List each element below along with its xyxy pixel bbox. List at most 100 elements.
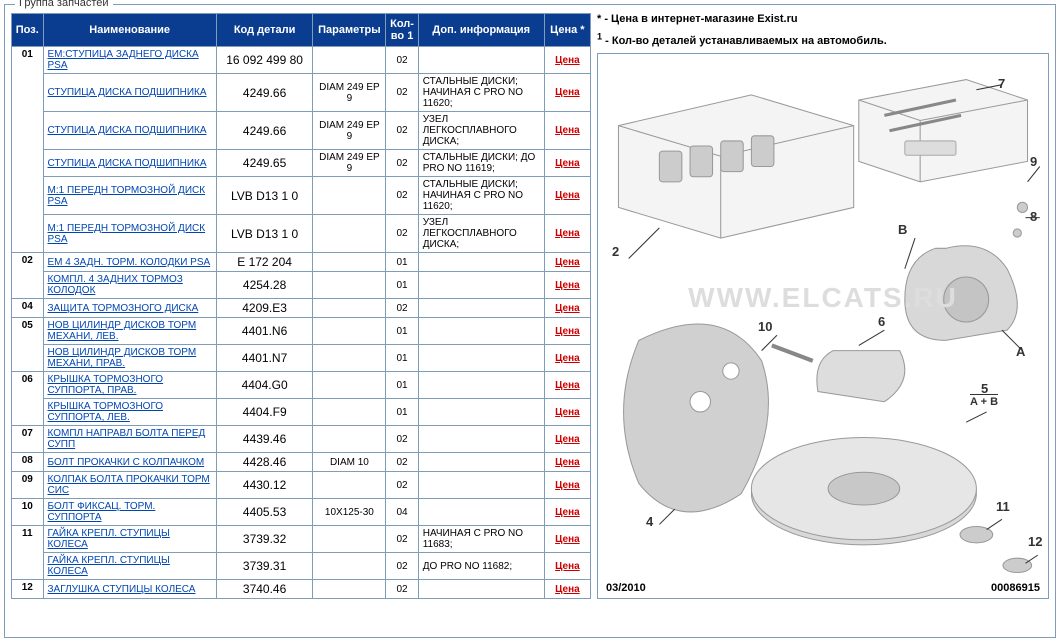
cell-name-link[interactable]: КРЫШКА ТОРМОЗНОГО СУППОРТА, ПРАВ. bbox=[43, 372, 216, 399]
cell-name-link[interactable]: КОМПЛ. 4 ЗАДНИХ ТОРМОЗ КОЛОДОК bbox=[43, 272, 216, 299]
table-row: НОВ ЦИЛИНДР ДИСКОВ ТОРМ МЕХАНИ, ПРАВ.440… bbox=[12, 345, 591, 372]
cell-code: 3739.32 bbox=[216, 526, 313, 553]
cell-name-link[interactable]: КРЫШКА ТОРМОЗНОГО СУППОРТА, ЛЕВ. bbox=[43, 399, 216, 426]
table-row: СТУПИЦА ДИСКА ПОДШИПНИКА4249.66DIAM 249 … bbox=[12, 74, 591, 112]
cell-code: 4404.G0 bbox=[216, 372, 313, 399]
cell-name-link[interactable]: СТУПИЦА ДИСКА ПОДШИПНИКА bbox=[43, 150, 216, 177]
cell-info bbox=[418, 47, 544, 74]
th-qty: Кол-во 1 bbox=[386, 14, 418, 47]
table-row: КОМПЛ. 4 ЗАДНИХ ТОРМОЗ КОЛОДОК4254.2801Ц… bbox=[12, 272, 591, 299]
cell-name-link[interactable]: М:1 ПЕРЕДН ТОРМОЗНОЙ ДИСК PSA bbox=[43, 215, 216, 253]
diag-label-10: 10 bbox=[758, 319, 772, 334]
layout: Поз. Наименование Код детали Параметры К… bbox=[11, 13, 1049, 631]
cell-code: 4249.66 bbox=[216, 112, 313, 150]
cell-name-link[interactable]: КОЛПАК БОЛТА ПРОКАЧКИ ТОРМ СИС bbox=[43, 472, 216, 499]
cell-name-link[interactable]: БОЛТ ПРОКАЧКИ С КОЛПАЧКОМ bbox=[43, 453, 216, 472]
cell-price-link[interactable]: Цена bbox=[544, 499, 590, 526]
info-column: * - Цена в интернет-магазине Exist.ru 1 … bbox=[597, 13, 1049, 631]
cell-name-link[interactable]: СТУПИЦА ДИСКА ПОДШИПНИКА bbox=[43, 74, 216, 112]
cell-name-link[interactable]: СТУПИЦА ДИСКА ПОДШИПНИКА bbox=[43, 112, 216, 150]
table-row: 04ЗАЩИТА ТОРМОЗНОГО ДИСКА4209.E302Цена bbox=[12, 299, 591, 318]
cell-pos: 09 bbox=[12, 472, 44, 499]
parts-group-panel: Группа запчастей Поз. Наименование Код д… bbox=[4, 4, 1056, 638]
cell-params bbox=[313, 472, 386, 499]
cell-info bbox=[418, 318, 544, 345]
cell-pos: 05 bbox=[12, 318, 44, 372]
cell-pos: 06 bbox=[12, 372, 44, 426]
cell-name-link[interactable]: ГАЙКА КРЕПЛ. СТУПИЦЫ КОЛЕСА bbox=[43, 553, 216, 580]
cell-name-link[interactable]: М:1 ПЕРЕДН ТОРМОЗНОЙ ДИСК PSA bbox=[43, 177, 216, 215]
cell-pos: 08 bbox=[12, 453, 44, 472]
cell-name-link[interactable]: НОВ ЦИЛИНДР ДИСКОВ ТОРМ МЕХАНИ, ПРАВ. bbox=[43, 345, 216, 372]
table-row: М:1 ПЕРЕДН ТОРМОЗНОЙ ДИСК PSALVB D13 1 0… bbox=[12, 177, 591, 215]
cell-price-link[interactable]: Цена bbox=[544, 150, 590, 177]
cell-params: DIAM 10 bbox=[313, 453, 386, 472]
cell-name-link[interactable]: ЗАЩИТА ТОРМОЗНОГО ДИСКА bbox=[43, 299, 216, 318]
cell-price-link[interactable]: Цена bbox=[544, 580, 590, 599]
diag-label-9: 9 bbox=[1030, 154, 1037, 169]
th-params: Параметры bbox=[313, 14, 386, 47]
cell-price-link[interactable]: Цена bbox=[544, 553, 590, 580]
cell-name-link[interactable]: ЗАГЛУШКА СТУПИЦЫ КОЛЕСА bbox=[43, 580, 216, 599]
cell-qty: 02 bbox=[386, 526, 418, 553]
diagram-id: 00086915 bbox=[991, 582, 1040, 594]
cell-pos: 10 bbox=[12, 499, 44, 526]
table-row: КРЫШКА ТОРМОЗНОГО СУППОРТА, ЛЕВ.4404.F90… bbox=[12, 399, 591, 426]
cell-name-link[interactable]: НОВ ЦИЛИНДР ДИСКОВ ТОРМ МЕХАНИ, ЛЕВ. bbox=[43, 318, 216, 345]
diagram-date: 03/2010 bbox=[606, 582, 646, 594]
cell-code: 16 092 499 80 bbox=[216, 47, 313, 74]
cell-params: DIAM 249 EP 9 bbox=[313, 112, 386, 150]
diagram-svg bbox=[598, 54, 1048, 606]
cell-price-link[interactable]: Цена bbox=[544, 253, 590, 272]
cell-pos: 12 bbox=[12, 580, 44, 599]
cell-pos: 04 bbox=[12, 299, 44, 318]
cell-price-link[interactable]: Цена bbox=[544, 399, 590, 426]
cell-params: 10X125-30 bbox=[313, 499, 386, 526]
cell-price-link[interactable]: Цена bbox=[544, 215, 590, 253]
cell-name-link[interactable]: ЕМ:СТУПИЦА ЗАДНЕГО ДИСКА PSA bbox=[43, 47, 216, 74]
cell-price-link[interactable]: Цена bbox=[544, 47, 590, 74]
cell-code: E 172 204 bbox=[216, 253, 313, 272]
cell-price-link[interactable]: Цена bbox=[544, 345, 590, 372]
cell-code: 4249.65 bbox=[216, 150, 313, 177]
cell-price-link[interactable]: Цена bbox=[544, 74, 590, 112]
table-row: 07КОМПЛ НАПРАВЛ БОЛТА ПЕРЕД СУПП4439.460… bbox=[12, 426, 591, 453]
cell-name-link[interactable]: ЕМ 4 ЗАДН. ТОРМ. КОЛОДКИ PSA bbox=[43, 253, 216, 272]
cell-qty: 01 bbox=[386, 372, 418, 399]
cell-code: 4405.53 bbox=[216, 499, 313, 526]
cell-params bbox=[313, 372, 386, 399]
cell-params: DIAM 249 EP 9 bbox=[313, 150, 386, 177]
cell-info bbox=[418, 472, 544, 499]
cell-price-link[interactable]: Цена bbox=[544, 453, 590, 472]
cell-params bbox=[313, 177, 386, 215]
cell-price-link[interactable]: Цена bbox=[544, 426, 590, 453]
diag-label-12: 12 bbox=[1028, 534, 1042, 549]
table-row: СТУПИЦА ДИСКА ПОДШИПНИКА4249.66DIAM 249 … bbox=[12, 112, 591, 150]
cell-price-link[interactable]: Цена bbox=[544, 372, 590, 399]
cell-info bbox=[418, 345, 544, 372]
cell-price-link[interactable]: Цена bbox=[544, 177, 590, 215]
cell-price-link[interactable]: Цена bbox=[544, 472, 590, 499]
diag-label-2: 2 bbox=[612, 244, 619, 259]
cell-qty: 01 bbox=[386, 253, 418, 272]
table-row: 10БОЛТ ФИКСАЦ. ТОРМ. СУППОРТА4405.5310X1… bbox=[12, 499, 591, 526]
diag-label-4: 4 bbox=[646, 514, 653, 529]
cell-price-link[interactable]: Цена bbox=[544, 112, 590, 150]
cell-code: LVB D13 1 0 bbox=[216, 215, 313, 253]
cell-name-link[interactable]: ГАЙКА КРЕПЛ. СТУПИЦЫ КОЛЕСА bbox=[43, 526, 216, 553]
cell-code: 3740.46 bbox=[216, 580, 313, 599]
cell-info bbox=[418, 426, 544, 453]
cell-price-link[interactable]: Цена bbox=[544, 526, 590, 553]
cell-price-link[interactable]: Цена bbox=[544, 299, 590, 318]
table-row: ГАЙКА КРЕПЛ. СТУПИЦЫ КОЛЕСА3739.3102ДО P… bbox=[12, 553, 591, 580]
cell-name-link[interactable]: КОМПЛ НАПРАВЛ БОЛТА ПЕРЕД СУПП bbox=[43, 426, 216, 453]
table-column: Поз. Наименование Код детали Параметры К… bbox=[11, 13, 591, 631]
table-row: 12ЗАГЛУШКА СТУПИЦЫ КОЛЕСА3740.4602Цена bbox=[12, 580, 591, 599]
cell-code: 4428.46 bbox=[216, 453, 313, 472]
table-body: 01 ЕМ:СТУПИЦА ЗАДНЕГО ДИСКА PSA16 092 499… bbox=[12, 47, 591, 599]
cell-price-link[interactable]: Цена bbox=[544, 272, 590, 299]
cell-price-link[interactable]: Цена bbox=[544, 318, 590, 345]
cell-qty: 02 bbox=[386, 150, 418, 177]
cell-code: 4249.66 bbox=[216, 74, 313, 112]
cell-name-link[interactable]: БОЛТ ФИКСАЦ. ТОРМ. СУППОРТА bbox=[43, 499, 216, 526]
